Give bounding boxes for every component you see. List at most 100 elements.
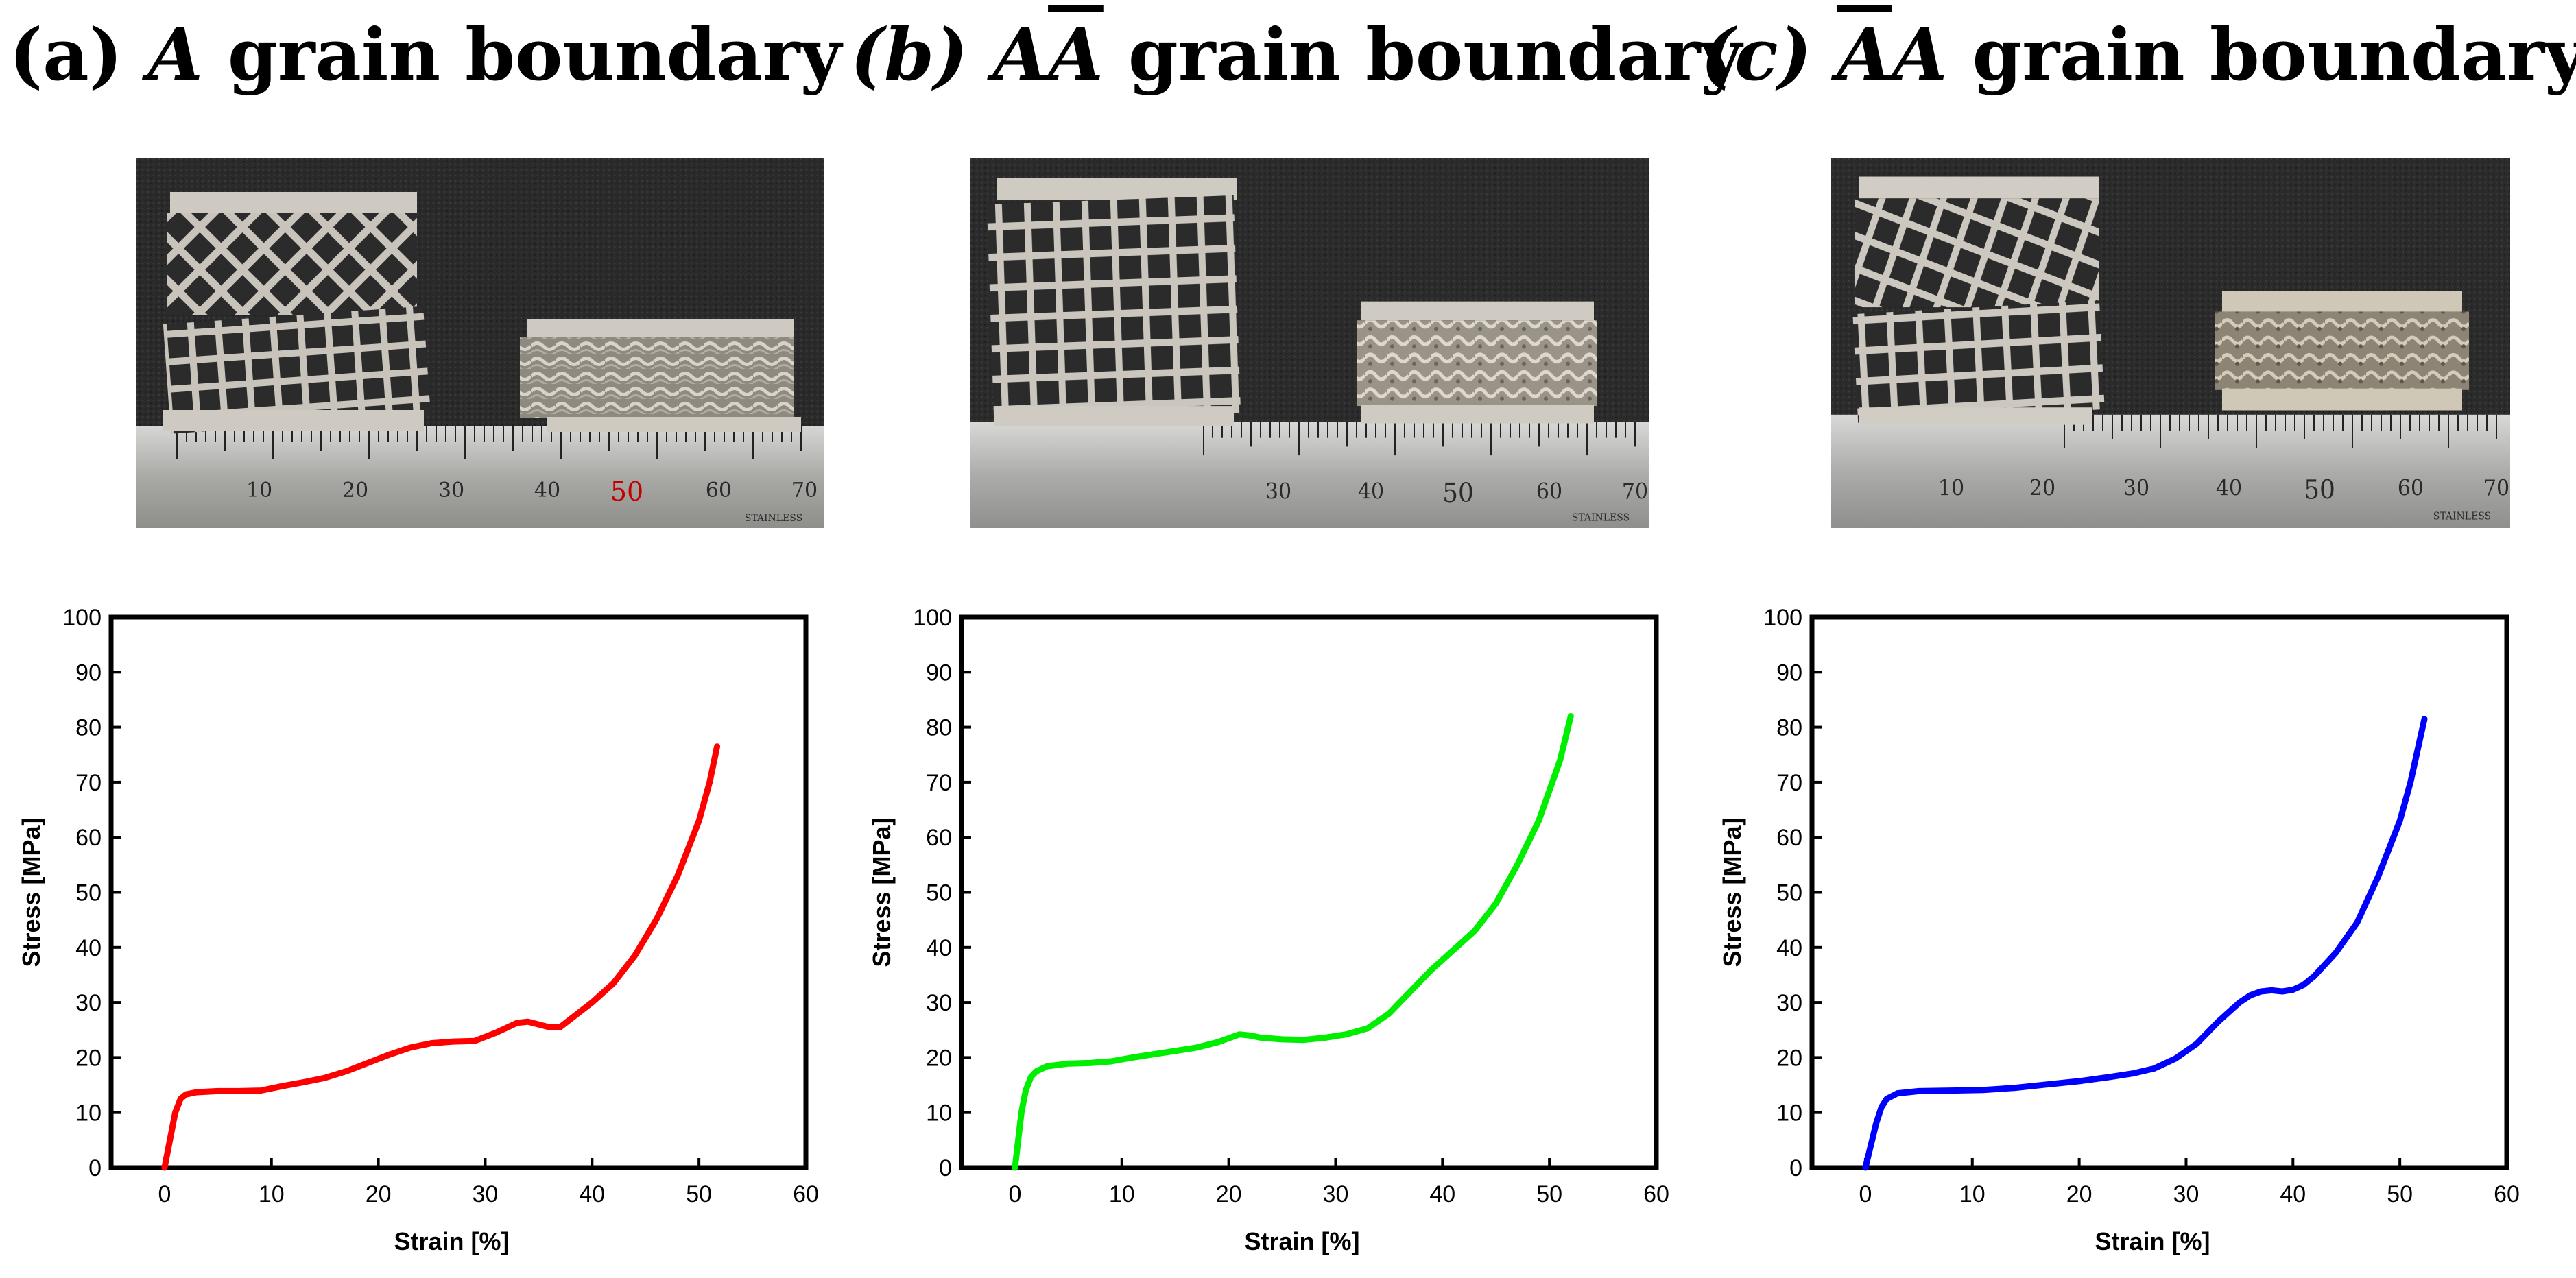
ruler-a-50: 50: [610, 477, 643, 507]
y-tick-label: 70: [75, 770, 102, 796]
panel-c-title-prefix: (c): [1701, 12, 1812, 97]
x-tick-label: 60: [1643, 1181, 1669, 1207]
y-axis-label: Stress [MPa]: [1718, 817, 1746, 967]
panel-a-title-prefix: (a): [9, 12, 123, 97]
panel-c: (c) AA grain boundary: [1701, 0, 2576, 1278]
x-tick-label: 10: [259, 1181, 285, 1207]
panel-c-title-suffix: grain boundary: [1972, 12, 2576, 97]
y-tick-label: 90: [75, 660, 102, 686]
ruler-c-10: 10: [1938, 476, 1964, 501]
ruler-a-20: 20: [342, 479, 368, 503]
y-tick-label: 30: [926, 990, 952, 1016]
x-tick-label: 50: [1536, 1181, 1562, 1207]
ruler-a-60: 60: [706, 479, 732, 503]
ruler-a-40: 40: [534, 479, 560, 503]
ruler-c-brand: STAINLESS: [2433, 511, 2491, 522]
ruler-c-70: 70: [2483, 476, 2509, 501]
x-tick-label: 60: [2494, 1181, 2520, 1207]
panel-b: (b) AA grain boundary: [850, 0, 1742, 1278]
ruler-c-30: 30: [2123, 476, 2149, 501]
ruler-b-30: 30: [1265, 479, 1291, 505]
y-tick-label: 0: [1789, 1155, 1802, 1181]
specimen-photo-c: 10 20 30 40 50 60 70 STAINLESS: [1831, 158, 2510, 528]
y-tick-label: 0: [939, 1155, 952, 1181]
panel-b-photo: 10 20 30 40 50 60 70 STAINLESS: [970, 158, 1649, 528]
ruler-b-70: 70: [1622, 479, 1648, 505]
panel-b-title-label-plain: A: [992, 12, 1049, 97]
specimen-b-tall: [986, 178, 1241, 426]
panel-b-title-suffix: grain boundary: [1128, 12, 1742, 97]
y-tick-label: 30: [1776, 990, 1802, 1016]
x-tick-label: 40: [2280, 1181, 2306, 1207]
ruler-c-20: 20: [2029, 476, 2055, 501]
y-tick-label: 100: [62, 605, 102, 631]
stress-strain-chart-a: 0 10 20 30 40 50 60 70 80 90 100 0 10 20 30 40 50 60 Strai…: [17, 605, 819, 1255]
x-tick-label: 0: [1859, 1181, 1872, 1207]
panel-b-title-prefix: (b): [850, 12, 968, 97]
y-tick-label: 80: [926, 715, 952, 741]
y-tick-label: 40: [1776, 935, 1802, 961]
x-tick-label: 20: [366, 1181, 392, 1207]
x-axis-label: Strain [%]: [2095, 1227, 2210, 1255]
panel-c-chart: 0 10 20 30 40 50 60 70 80 90 100 0 10 20 30 40 50 60 Strai…: [1701, 590, 2551, 1278]
y-tick-label: 80: [75, 715, 102, 741]
ruler-b-60: 60: [1536, 479, 1562, 505]
x-tick-label: 40: [579, 1181, 605, 1207]
x-tick-label: 50: [2387, 1181, 2413, 1207]
series-line: [1012, 713, 1574, 1171]
ruler-a-10: 10: [246, 479, 272, 503]
x-tick-label: 30: [473, 1181, 499, 1207]
specimen-c-crushed: [2215, 291, 2469, 411]
panel-c-photo: 10 20 30 40 50 60 70 STAINLESS: [1831, 158, 2510, 528]
ruler-b-50: 50: [1442, 478, 1474, 508]
y-tick-label: 100: [913, 605, 952, 631]
plot-frame: [108, 614, 809, 1170]
ruler-c-40: 40: [2216, 476, 2242, 501]
panel-b-chart: 0 10 20 30 40 50 60 70 80 90 100 0 10 20 30 40 50 60 Strai…: [850, 590, 1701, 1278]
x-tick-label: 20: [2066, 1181, 2092, 1207]
panel-a-title: (a) A grain boundary: [0, 12, 850, 97]
y-tick-label: 50: [1776, 880, 1802, 906]
x-tick-label: 50: [686, 1181, 712, 1207]
y-tick-label: 70: [1776, 770, 1802, 796]
y-tick-label: 40: [75, 935, 102, 961]
x-axis-label: Strain [%]: [1244, 1227, 1359, 1255]
y-tick-label: 40: [926, 935, 952, 961]
ruler-c: [1831, 414, 2510, 528]
ruler-a-brand: STAINLESS: [745, 513, 803, 524]
specimen-a-tall: [163, 192, 431, 434]
y-tick-label: 60: [926, 825, 952, 851]
y-tick-label: 10: [75, 1100, 102, 1126]
ruler-a-70: 70: [791, 479, 818, 503]
stress-strain-chart-c: 0 10 20 30 40 50 60 70 80 90 100 0 10 20 30 40 50 60 Strai…: [1718, 605, 2520, 1255]
x-tick-label: 60: [793, 1181, 819, 1207]
x-axis-label: Strain [%]: [394, 1227, 509, 1255]
x-tick-label: 10: [1109, 1181, 1135, 1207]
stress-strain-chart-b: 0 10 20 30 40 50 60 70 80 90 100 0 10 20 30 40 50 60 Strai…: [868, 605, 1669, 1255]
series-line: [1862, 716, 2428, 1171]
ruler-b-40: 40: [1358, 479, 1384, 505]
y-tick-label: 90: [926, 660, 952, 686]
y-tick-label: 20: [75, 1045, 102, 1071]
y-tick-label: 10: [926, 1100, 952, 1126]
y-tick-label: 90: [1776, 660, 1802, 686]
specimen-b-crushed: [1357, 301, 1597, 424]
ruler-a-30: 30: [438, 479, 464, 503]
x-tick-label: 0: [1008, 1181, 1021, 1207]
y-axis-label: Stress [MPa]: [17, 817, 45, 967]
specimen-photo-a: 10 20 30 40 50 60 70 STAINLESS: [136, 158, 824, 528]
plot-frame: [1809, 614, 2509, 1170]
panel-a-chart: 0 10 20 30 40 50 60 70 80 90 100 0 10 20 30 40 50 60 Strai…: [0, 590, 850, 1278]
panel-c-title-label-plain: A: [1892, 12, 1948, 97]
y-tick-label: 100: [1763, 605, 1802, 631]
ruler-b: [1196, 422, 1649, 528]
y-tick-label: 70: [926, 770, 952, 796]
series-line: [161, 743, 721, 1171]
panel-b-title-label-bar: A: [1048, 12, 1104, 97]
ruler-c-50: 50: [2304, 475, 2335, 505]
specimen-c-tall: [1852, 176, 2105, 425]
panel-b-title: (b) AA grain boundary: [850, 12, 1742, 97]
panel-a-photo: 10 20 30 40 50 60 70 STAINLESS: [136, 158, 824, 528]
y-axis-label: Stress [MPa]: [868, 817, 896, 967]
plot-frame: [959, 614, 1659, 1170]
